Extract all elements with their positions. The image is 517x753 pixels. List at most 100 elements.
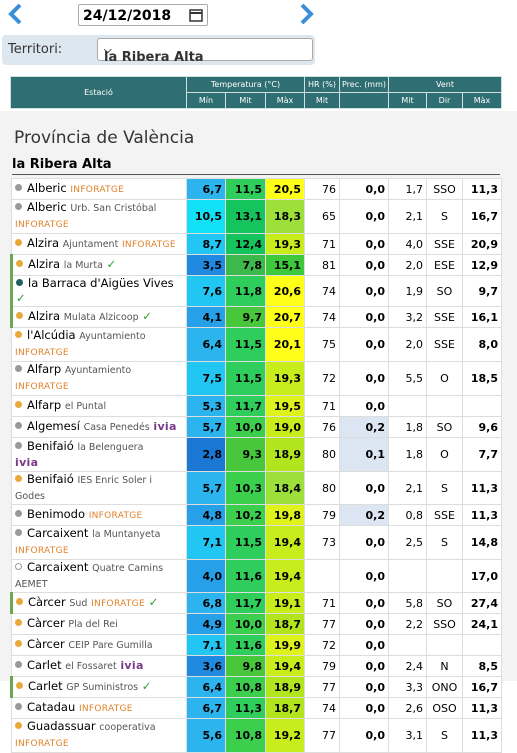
value-cell: O [426, 361, 463, 396]
value-cell: 76 [304, 416, 340, 438]
value-cell: 7,5 [186, 361, 226, 396]
value-cell: S [426, 525, 463, 560]
value: 11,3 [470, 701, 498, 715]
status-dot [16, 279, 23, 286]
col-header: HR (%) [304, 76, 340, 93]
value-cell: 9,7 [225, 306, 266, 328]
station-cell: Benifaió la Belenguera ivia [11, 437, 187, 472]
value-cell: 79 [304, 655, 340, 677]
value-cell [426, 559, 463, 593]
station-row: Benifaió IES Enric Soler i Godes 5,7 10,3 1… [11, 471, 502, 505]
provider-tag: INFORATGE [70, 184, 125, 195]
value-cell [426, 634, 463, 656]
value-cell: 18,7 [265, 613, 305, 635]
value: 18,7 [273, 617, 301, 631]
prev-day[interactable] [6, 2, 26, 26]
value-cell: 0,0 [339, 525, 389, 560]
value: 0,0 [365, 659, 386, 673]
value: 18,4 [273, 481, 301, 495]
col-header: Mit [304, 92, 340, 109]
value: 3,6 [202, 659, 223, 673]
value-cell: 73 [304, 525, 340, 560]
value-cell: SO [426, 275, 463, 307]
next-day[interactable] [296, 2, 316, 26]
value: 0,0 [365, 258, 386, 272]
value: 0,0 [365, 481, 386, 495]
status-dot [15, 331, 22, 338]
station-cell: Carcaixent Quatre Camins AEMET [11, 559, 187, 593]
value-cell: 0,0 [339, 178, 389, 200]
value-cell: 76 [304, 178, 340, 200]
value: 6,4 [202, 680, 223, 694]
value: SSE [434, 338, 455, 351]
value-cell: 11,3 [225, 697, 266, 719]
station-place: el Fossaret [65, 661, 117, 672]
value: 75 [322, 338, 336, 351]
verified-check: ✓ [141, 679, 152, 693]
value-cell: 77 [304, 718, 340, 753]
value: 0,0 [365, 596, 386, 610]
value-cell: 8,7 [186, 233, 226, 255]
station-name: Alfarp [27, 362, 62, 377]
status-dot [15, 401, 22, 408]
value: 2,4 [405, 659, 424, 673]
station-name: Benifaió [27, 439, 74, 453]
value: 27,4 [470, 596, 498, 610]
value: 8,7 [202, 237, 223, 251]
col-header: Vent [388, 76, 502, 93]
value-cell: 2,2 [388, 613, 427, 635]
value: S [441, 536, 448, 549]
value: 19,9 [273, 638, 301, 652]
value: 0,0 [365, 284, 386, 298]
value-cell: 4,1 [186, 306, 226, 328]
territory-select[interactable]: la Ribera Alta ⌵ [97, 38, 313, 65]
station-place: la Belenguera [77, 442, 144, 453]
value-cell: 7,8 [225, 254, 266, 276]
station-name: Càrcer [27, 637, 65, 651]
station-cell: l'Alcúdia Ayuntamiento INFORATGE [11, 327, 187, 362]
value-cell: 0,0 [339, 613, 389, 635]
station-place: cooperativa [99, 722, 156, 733]
value-cell [462, 395, 502, 417]
station-name: la Barraca d'Aigües Vives [28, 276, 174, 291]
value: 5,8 [405, 596, 424, 610]
value-cell: 4,8 [186, 504, 226, 526]
value-cell: SSE [426, 504, 463, 526]
value: S [441, 481, 448, 495]
value: 81 [322, 258, 336, 272]
value: 8,0 [478, 338, 499, 351]
value-cell: 16,7 [462, 676, 502, 698]
value-cell: 65 [304, 199, 340, 234]
value-cell: 75 [304, 327, 340, 362]
value: 4,1 [202, 310, 223, 324]
value-cell: 81 [304, 254, 340, 276]
value-cell: 71 [304, 395, 340, 417]
value-cell: 11,3 [462, 178, 502, 200]
value-cell: 7,6 [186, 275, 226, 307]
value-cell: 11,5 [225, 178, 266, 200]
status-dot [15, 365, 22, 372]
value: 0,0 [365, 338, 386, 351]
value: O [440, 448, 449, 461]
value-cell: 77 [304, 613, 340, 635]
status-dot [15, 238, 22, 246]
status-dot [15, 563, 22, 570]
value-cell: ONO [426, 676, 463, 698]
value: S [441, 210, 448, 223]
value-cell: 0,0 [339, 327, 389, 362]
value: 19,8 [273, 508, 301, 522]
value-cell: 0,0 [339, 634, 389, 656]
value-cell: 6,4 [186, 676, 226, 698]
station-cell: Catadau INFORATGE [11, 697, 187, 719]
station-row: Alzira Ajuntament INFORATGE 8,7 12,4 19,3 71… [11, 233, 502, 255]
value-cell: 0,0 [339, 361, 389, 396]
value: 19,4 [273, 569, 301, 583]
value: 12,9 [470, 258, 498, 272]
value: 19,5 [273, 399, 301, 413]
col-header: Prec. (mm) [339, 76, 389, 93]
provider-tag: INFORATGE [15, 739, 69, 749]
date-input[interactable]: 24/12/2018 [78, 4, 208, 26]
station-cell: la Barraca d'Aigües Vives ✓ [10, 275, 187, 307]
station-row: la Barraca d'Aigües Vives ✓ 7,6 11,8 20,6 74… [10, 275, 502, 307]
value-cell: 10,3 [225, 471, 266, 505]
